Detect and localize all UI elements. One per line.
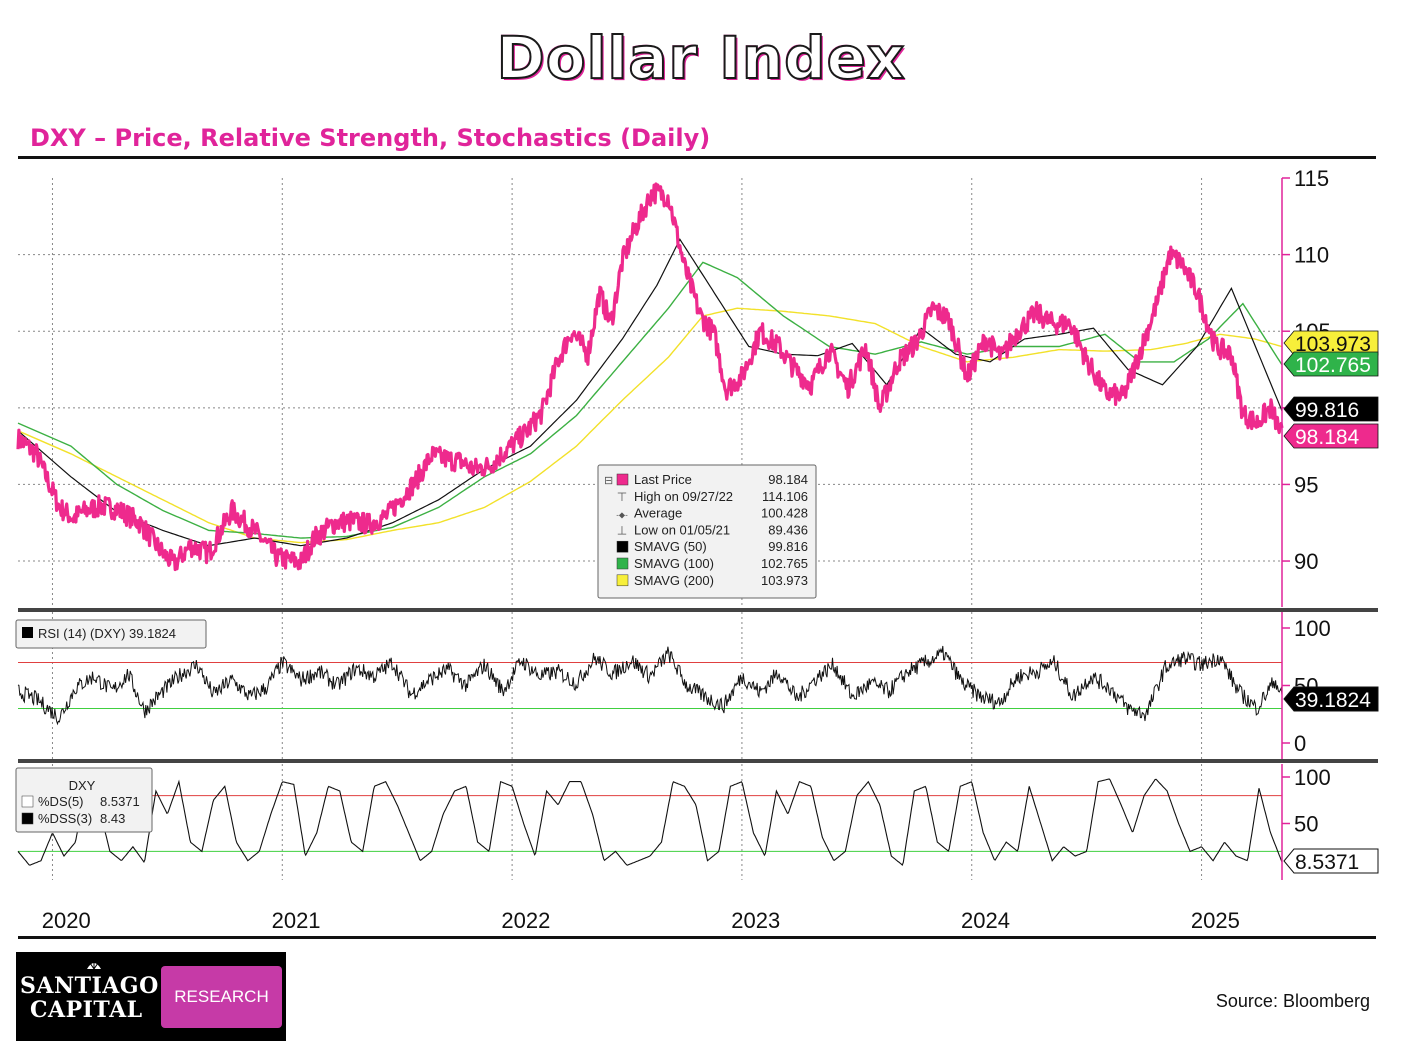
x-tick-label: 2023 [731,908,780,933]
legend-label: Low on 01/05/21 [634,522,730,537]
top-rule [18,156,1376,159]
legend-value: 102.765 [761,556,808,571]
legend-swatch [616,473,629,486]
logo-line-2: Capital [30,997,143,1023]
stoch-value-tag [1283,848,1379,874]
stoch-legend-swatch [21,795,34,808]
legend-label: Average [634,506,682,521]
page-title: Dollar Index [496,23,906,93]
stoch-legend-value: 8.5371 [100,794,140,809]
price-value-tag-text: 98.184 [1295,426,1360,449]
price-tick-label: 90 [1294,549,1318,574]
bottom-rule [18,936,1376,939]
sma200-line [17,307,1283,544]
legend-label: SMAVG (100) [634,556,714,571]
chart-subtitle: DXY – Price, Relative Strength, Stochast… [30,124,711,152]
series-layer [16,182,1284,866]
price-value-tag-text: 99.816 [1295,399,1359,422]
source-note: Source: Bloomberg [1215,991,1370,1011]
panel-separator [18,608,1378,612]
santiago-capital-logo: Santiago Capital RESEARCH [16,952,286,1041]
axis-layer: 2020202120222023202420259095105110115103… [18,166,1379,933]
stoch-legend-label: %DS(5) [38,794,84,809]
stoch-tick-label: 100 [1294,765,1331,790]
price-value-tag [1283,423,1379,449]
price-tick-label: 110 [1294,243,1329,268]
legend-label: Last Price [634,472,692,487]
legend-value: 114.106 [762,489,808,504]
x-tick-label: 2021 [272,908,321,933]
rsi-legend-label: RSI (14) (DXY) 39.1824 [38,626,176,641]
legend-value: 100.428 [761,506,808,521]
logo-research: RESEARCH [161,966,282,1028]
rsi-tick-label: 0 [1294,731,1306,756]
logo-line-1: Santiago [20,973,159,999]
x-tick-label: 2020 [42,908,91,933]
rsi-value-tag-text: 39.1824 [1295,689,1371,712]
panel-separator [18,759,1378,763]
stoch-legend [15,767,153,833]
stoch-value-tag-text: 8.5371 [1295,851,1359,874]
sma100-line [17,261,1283,539]
legend-value: 103.973 [761,573,808,588]
legend-layer: ⊟ Last Price 98.184 ⊤ High on 09/27/22 114.10… [15,464,817,833]
legend-marker-icon: ⊤ [617,490,627,504]
legend-label: High on 09/27/22 [634,489,733,504]
rsi-legend-swatch [22,627,33,638]
legend-value: 89.436 [768,522,808,537]
stoch-legend-title: DXY [69,778,96,793]
rsi-tick-label: 100 [1294,616,1331,641]
legend-swatch [616,574,629,587]
stoch-line [17,778,1283,866]
price-line [16,182,1284,572]
price-value-tag-text: 102.765 [1295,354,1371,377]
stoch-legend-label: %DSS(3) [38,811,92,826]
price-legend [597,464,817,599]
legend-label: SMAVG (200) [634,573,714,588]
legend-label: SMAVG (50) [634,539,707,554]
price-value-tag [1283,396,1379,422]
price-tick-label: 95 [1294,472,1318,497]
legend-value: 99.816 [768,539,808,554]
legend-value: 98.184 [768,472,808,487]
stoch-legend-value: 8.43 [100,811,125,826]
legend-swatch [616,540,629,553]
x-tick-label: 2022 [501,908,550,933]
price-value-tag-text: 103.973 [1295,333,1371,356]
price-tick-label: 115 [1294,166,1329,191]
price-value-tag [1283,330,1379,356]
legend-marker-icon: ⊥ [617,523,627,537]
legend-swatch [616,557,629,570]
price-value-tag [1283,351,1379,377]
dxy-chart: 2020202120222023202420259095105110115103… [15,166,1379,933]
rsi-value-tag [1283,686,1379,712]
legend-collapse-icon: ⊟ [604,475,613,487]
stoch-tick-label: 50 [1294,812,1318,837]
x-tick-label: 2024 [961,908,1010,933]
rsi-legend [15,619,207,649]
legend-marker-icon: -◆- [616,511,628,520]
rsi-line [17,645,1283,726]
shell-icon [87,961,101,970]
stoch-legend-swatch [21,812,34,825]
x-tick-label: 2025 [1191,908,1240,933]
